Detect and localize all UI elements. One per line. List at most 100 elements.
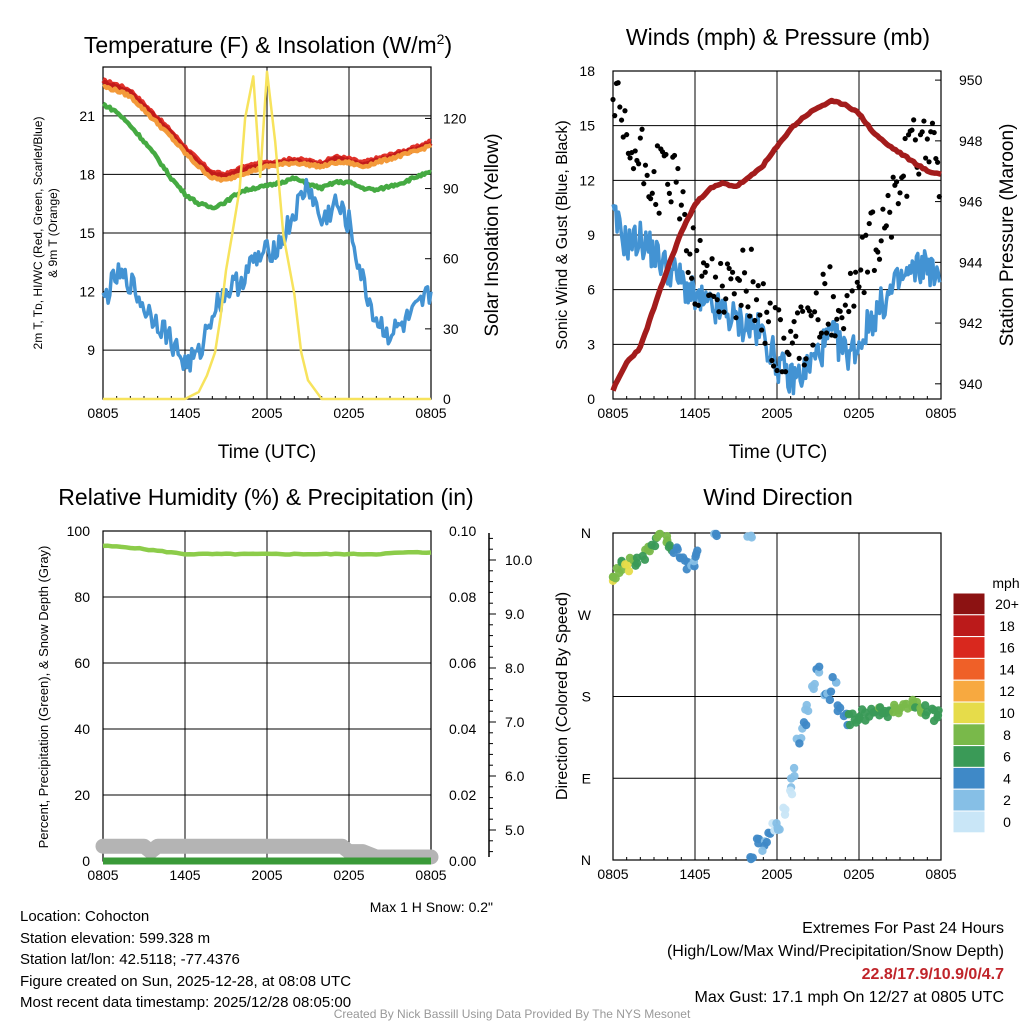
- direction-point: [814, 662, 824, 671]
- gust-point: [728, 276, 734, 282]
- gust-point: [847, 270, 854, 276]
- y-axis-label: Direction (Colored By Speed): [554, 592, 571, 800]
- gust-point: [712, 274, 719, 280]
- gust-point: [856, 284, 862, 290]
- x-tick-label: 0805: [87, 405, 118, 421]
- gust-point: [649, 190, 655, 196]
- x-tick-label: 0805: [597, 405, 628, 421]
- y-tick-label: 100: [67, 523, 91, 539]
- latlon-text: Station lat/lon: 42.5118; -77.4376: [20, 951, 240, 968]
- y-tick-label: N: [581, 525, 591, 541]
- gust-point: [887, 209, 893, 215]
- snow-tick-label: 8.0: [505, 660, 525, 676]
- gust-point: [723, 296, 729, 302]
- extremes-subtitle: (High/Low/Max Wind/Precipitation/Snow De…: [666, 943, 1004, 960]
- y-tick-label: 15: [79, 225, 95, 241]
- snow-note: Max 1 H Snow: 0.2": [370, 899, 493, 915]
- gust-point: [680, 189, 686, 195]
- legend-swatch: [952, 679, 986, 703]
- x-tick-label: 0205: [843, 866, 874, 882]
- y-tick-label: 12: [79, 284, 95, 300]
- gust-point: [627, 155, 633, 161]
- gust-point: [637, 135, 643, 141]
- gust-point: [726, 265, 732, 272]
- legend-title: mph: [992, 575, 1019, 591]
- y-tick-label: 60: [74, 655, 90, 671]
- gust-point: [760, 281, 766, 287]
- gust-point: [803, 356, 809, 362]
- y-tick-label: 12: [579, 172, 595, 188]
- x-tick-label: 0205: [333, 867, 364, 883]
- gust-point: [851, 303, 857, 309]
- direction-point: [861, 716, 870, 725]
- gust-point: [685, 269, 691, 276]
- gust-point: [630, 165, 637, 172]
- legend-label: 6: [1003, 749, 1011, 765]
- direction-point: [799, 718, 809, 727]
- gust-point: [615, 80, 621, 86]
- y2-tick-label: 0.08: [449, 589, 476, 605]
- direction-point: [624, 566, 634, 576]
- y2-tick-label: 950: [959, 72, 983, 88]
- gust-point: [880, 206, 886, 212]
- y-tick-label: 18: [79, 166, 95, 182]
- y2-tick-label: 30: [443, 321, 459, 337]
- snow-tick-label: 10.0: [505, 552, 532, 568]
- gust-point: [677, 216, 683, 222]
- y2-tick-label: 0.00: [449, 853, 476, 869]
- gust-point: [729, 269, 736, 275]
- y-axis-label-2: & 9m T (Orange): [46, 188, 60, 278]
- gust-point: [733, 315, 739, 321]
- direction-point: [928, 704, 937, 714]
- temperature-panel: 0805 1405 2005 0205 0805 9 12 15 18 21 0 30 60 90 120 T…: [31, 31, 503, 463]
- gust-point: [876, 256, 883, 262]
- legend-swatch: [952, 723, 986, 747]
- gust-point: [782, 369, 789, 375]
- gust-point: [767, 300, 773, 306]
- series-9m-t: [102, 84, 432, 183]
- x-tick-label: 0805: [597, 866, 628, 882]
- gust-point: [793, 333, 799, 339]
- gust-point: [878, 238, 884, 244]
- legend-swatch: [952, 701, 986, 725]
- gust-point: [678, 202, 684, 208]
- gust-point: [911, 117, 917, 123]
- gust-point: [834, 316, 840, 322]
- gust-point: [618, 117, 625, 123]
- direction-point: [640, 555, 650, 564]
- gust-point: [806, 308, 813, 314]
- gust-point: [825, 321, 831, 327]
- gust-point: [755, 283, 761, 289]
- gust-point: [612, 113, 618, 119]
- x-tick-label: 0805: [925, 866, 956, 882]
- gust-point: [675, 165, 681, 172]
- gust-point: [724, 261, 731, 267]
- gust-point: [924, 136, 930, 142]
- x-axis-label: Time (UTC): [218, 442, 317, 463]
- y-tick-label: 9: [587, 227, 595, 243]
- gust-point: [642, 162, 649, 168]
- gust-point: [656, 210, 662, 216]
- panel-title: Temperature (F) & Insolation (W/m2): [84, 31, 452, 58]
- legend-label: 10: [999, 705, 1015, 721]
- gust-point: [820, 271, 826, 277]
- gust-point: [704, 262, 710, 269]
- gust-point: [709, 256, 715, 262]
- y2-tick-label: 946: [959, 194, 983, 210]
- y2-tick-label: 940: [959, 376, 983, 392]
- gust-point: [651, 168, 657, 175]
- legend-label: 12: [999, 683, 1015, 699]
- y2-axis-label: Station Pressure (Maroon): [997, 124, 1018, 347]
- x-tick-label: 0805: [415, 867, 446, 883]
- y2-tick-label: 0.10: [449, 523, 476, 539]
- y-tick-label: 15: [579, 118, 595, 134]
- gust-point: [743, 288, 749, 294]
- extremes-box: Extremes For Past 24 Hours (High/Low/Max…: [667, 917, 1004, 1009]
- direction-point: [758, 846, 767, 856]
- direction-point: [828, 673, 837, 682]
- y2-tick-label: 944: [959, 254, 983, 270]
- gust-point: [682, 211, 688, 218]
- gust-point: [764, 309, 770, 315]
- series-solar-insolation: [103, 70, 431, 401]
- gust-point: [636, 161, 642, 167]
